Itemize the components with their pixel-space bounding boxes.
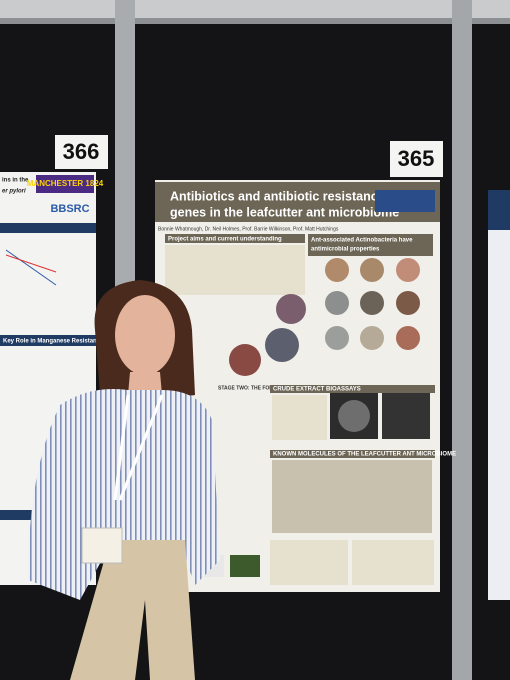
trousers [70,540,195,680]
text-block [352,540,434,585]
microscope-photo [229,344,261,376]
text-block [165,245,305,295]
section-heading: CRUDE EXTRACT BIOASSAYS [273,387,361,393]
board-number: 365 [398,146,435,171]
petri-dish [396,326,420,350]
university-logo: MANCHESTER 1824 [27,179,104,188]
person [28,280,220,680]
bioassay-photo [382,393,430,439]
microscope-photo [265,328,299,362]
board-number: 366 [63,139,100,164]
poster-title: genes in the leafcutter ant microbiome [170,205,399,219]
nerc-logo [230,555,260,577]
section-bar [270,385,435,393]
graph-line [5,254,57,273]
petri-dish [360,258,384,282]
left-poster-heading: er pylori [2,189,26,195]
section-bar [0,335,96,346]
board-number-card [55,135,108,169]
text-block [270,540,348,585]
poster-title: Antibiotics and antibiotic resistance [170,189,385,203]
petri-dish [396,258,420,282]
petri-dish [325,258,349,282]
poster-authors: Bonnie Whatmough, Dr. Neil Holmes, Prof.… [158,226,339,232]
neck [128,372,162,395]
petri-dish [360,326,384,350]
top-frame-edge [0,18,510,24]
section-heading: Key Role in Manganese Resistance [3,339,104,345]
section-bar [165,234,305,243]
ant-photo [276,294,306,324]
funder-logo: BBSRC [50,203,89,215]
board-number-card [390,141,443,177]
striped-shirt [28,389,220,600]
metal-pole [452,0,472,680]
section-heading: Project aims and current understanding [168,237,282,243]
petri-dish [360,291,384,315]
petri-dish-grid [325,258,420,350]
section-heading: STAGE TWO: THE FORWARD PLAN [218,385,303,391]
logo-box [36,175,94,193]
section-heading: Ant-associated Actinobacteria have [311,238,413,244]
right-poster [488,190,510,600]
petri-dish [396,291,420,315]
section-bar [0,223,96,233]
molecules-panel [272,460,432,533]
lanyard [113,394,164,501]
institute-logo [375,190,435,212]
section-heading: antimicrobial properties [311,247,380,253]
name-badge [81,527,123,564]
section-heading: KNOWN MOLECULES OF THE LEAFCUTTER ANT MI… [273,452,456,458]
section-bar [0,510,60,520]
petri-dish [325,326,349,350]
left-poster-heading: ins in the [2,178,29,184]
face [115,295,175,375]
right-poster-header [488,190,510,230]
section-bar [270,450,435,458]
graph-line [5,249,57,286]
petri-dish [325,291,349,315]
section-bar [308,234,433,256]
text-block [272,395,327,440]
bioassay-plate [338,400,370,432]
